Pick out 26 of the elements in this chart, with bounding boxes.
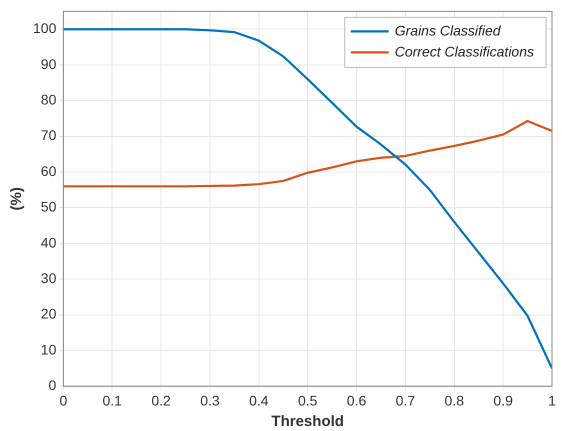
x-tick-label: 0.3: [200, 392, 220, 408]
y-tick-label: 100: [33, 20, 57, 36]
x-tick-label: 0.7: [396, 392, 416, 408]
legend-label: Correct Classifications: [394, 43, 534, 60]
x-tick-label: 0.1: [102, 392, 122, 408]
y-tick-label: 30: [40, 270, 57, 286]
x-tick-label: 0.5: [298, 392, 318, 408]
y-tick-label: 10: [40, 341, 57, 358]
legend-label: Grains Classified: [394, 22, 502, 38]
x-tick-label: 0.8: [444, 392, 464, 408]
y-tick-label: 50: [40, 198, 57, 215]
x-axis-title: Threshold: [271, 413, 344, 430]
x-tick-label: 1: [548, 392, 556, 408]
y-tick-label: 70: [40, 127, 57, 144]
y-tick-label: 60: [40, 162, 57, 179]
x-tick-label: 0.6: [346, 392, 366, 408]
y-axis-title: (%): [8, 187, 26, 210]
x-tick-label: 0.2: [151, 392, 172, 408]
y-tick-label: 0: [48, 377, 57, 394]
x-tick-label: 0.4: [249, 392, 269, 408]
y-tick-label: 40: [40, 234, 57, 250]
y-tick-label: 80: [40, 91, 57, 108]
y-tick-label: 20: [40, 306, 57, 322]
x-tick-label: 0: [59, 392, 68, 408]
y-tick-label: 90: [40, 56, 57, 72]
x-tick-label: 0.9: [493, 392, 514, 408]
